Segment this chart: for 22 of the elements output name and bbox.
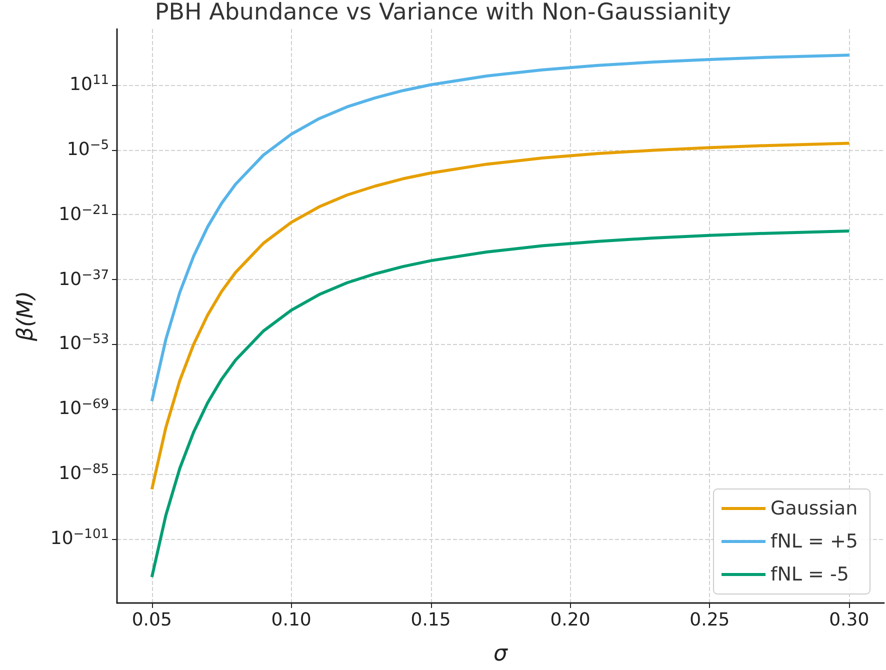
- x-tick-label: 0.15: [410, 610, 451, 630]
- y-tick-label: 10$^{11}$: [70, 72, 109, 96]
- x-tick-label: 0.20: [550, 610, 590, 630]
- legend-label: Gaussian: [770, 498, 858, 520]
- y-tick-label: 10$^{−37}$: [58, 268, 109, 291]
- x-tick-label: 0.05: [132, 610, 172, 630]
- legend-label: fNL = +5: [770, 530, 858, 552]
- y-tick-label: 10$^{−21}$: [58, 202, 109, 226]
- x-axis-title: σ: [494, 642, 509, 666]
- chart-title: PBH Abundance vs Variance with Non-Gaussianity: [154, 0, 732, 26]
- y-axis-title: β(M): [14, 290, 38, 342]
- y-tick-label: 10$^{−53}$: [58, 332, 109, 356]
- y-tick-label: 10$^{−5}$: [66, 138, 109, 161]
- legend-label: fNL = -5: [770, 564, 849, 586]
- y-tick-label: 10$^{−85}$: [58, 462, 109, 486]
- x-tick-label: 0.25: [690, 610, 730, 630]
- line-series: [150, 54, 851, 403]
- x-tick-label: 0.10: [271, 610, 312, 630]
- x-tick-label: 0.30: [829, 610, 870, 630]
- line-series: [150, 142, 851, 491]
- y-tick-label: 10$^{−69}$: [58, 397, 109, 420]
- y-tick-label: 10$^{−101}$: [50, 526, 109, 550]
